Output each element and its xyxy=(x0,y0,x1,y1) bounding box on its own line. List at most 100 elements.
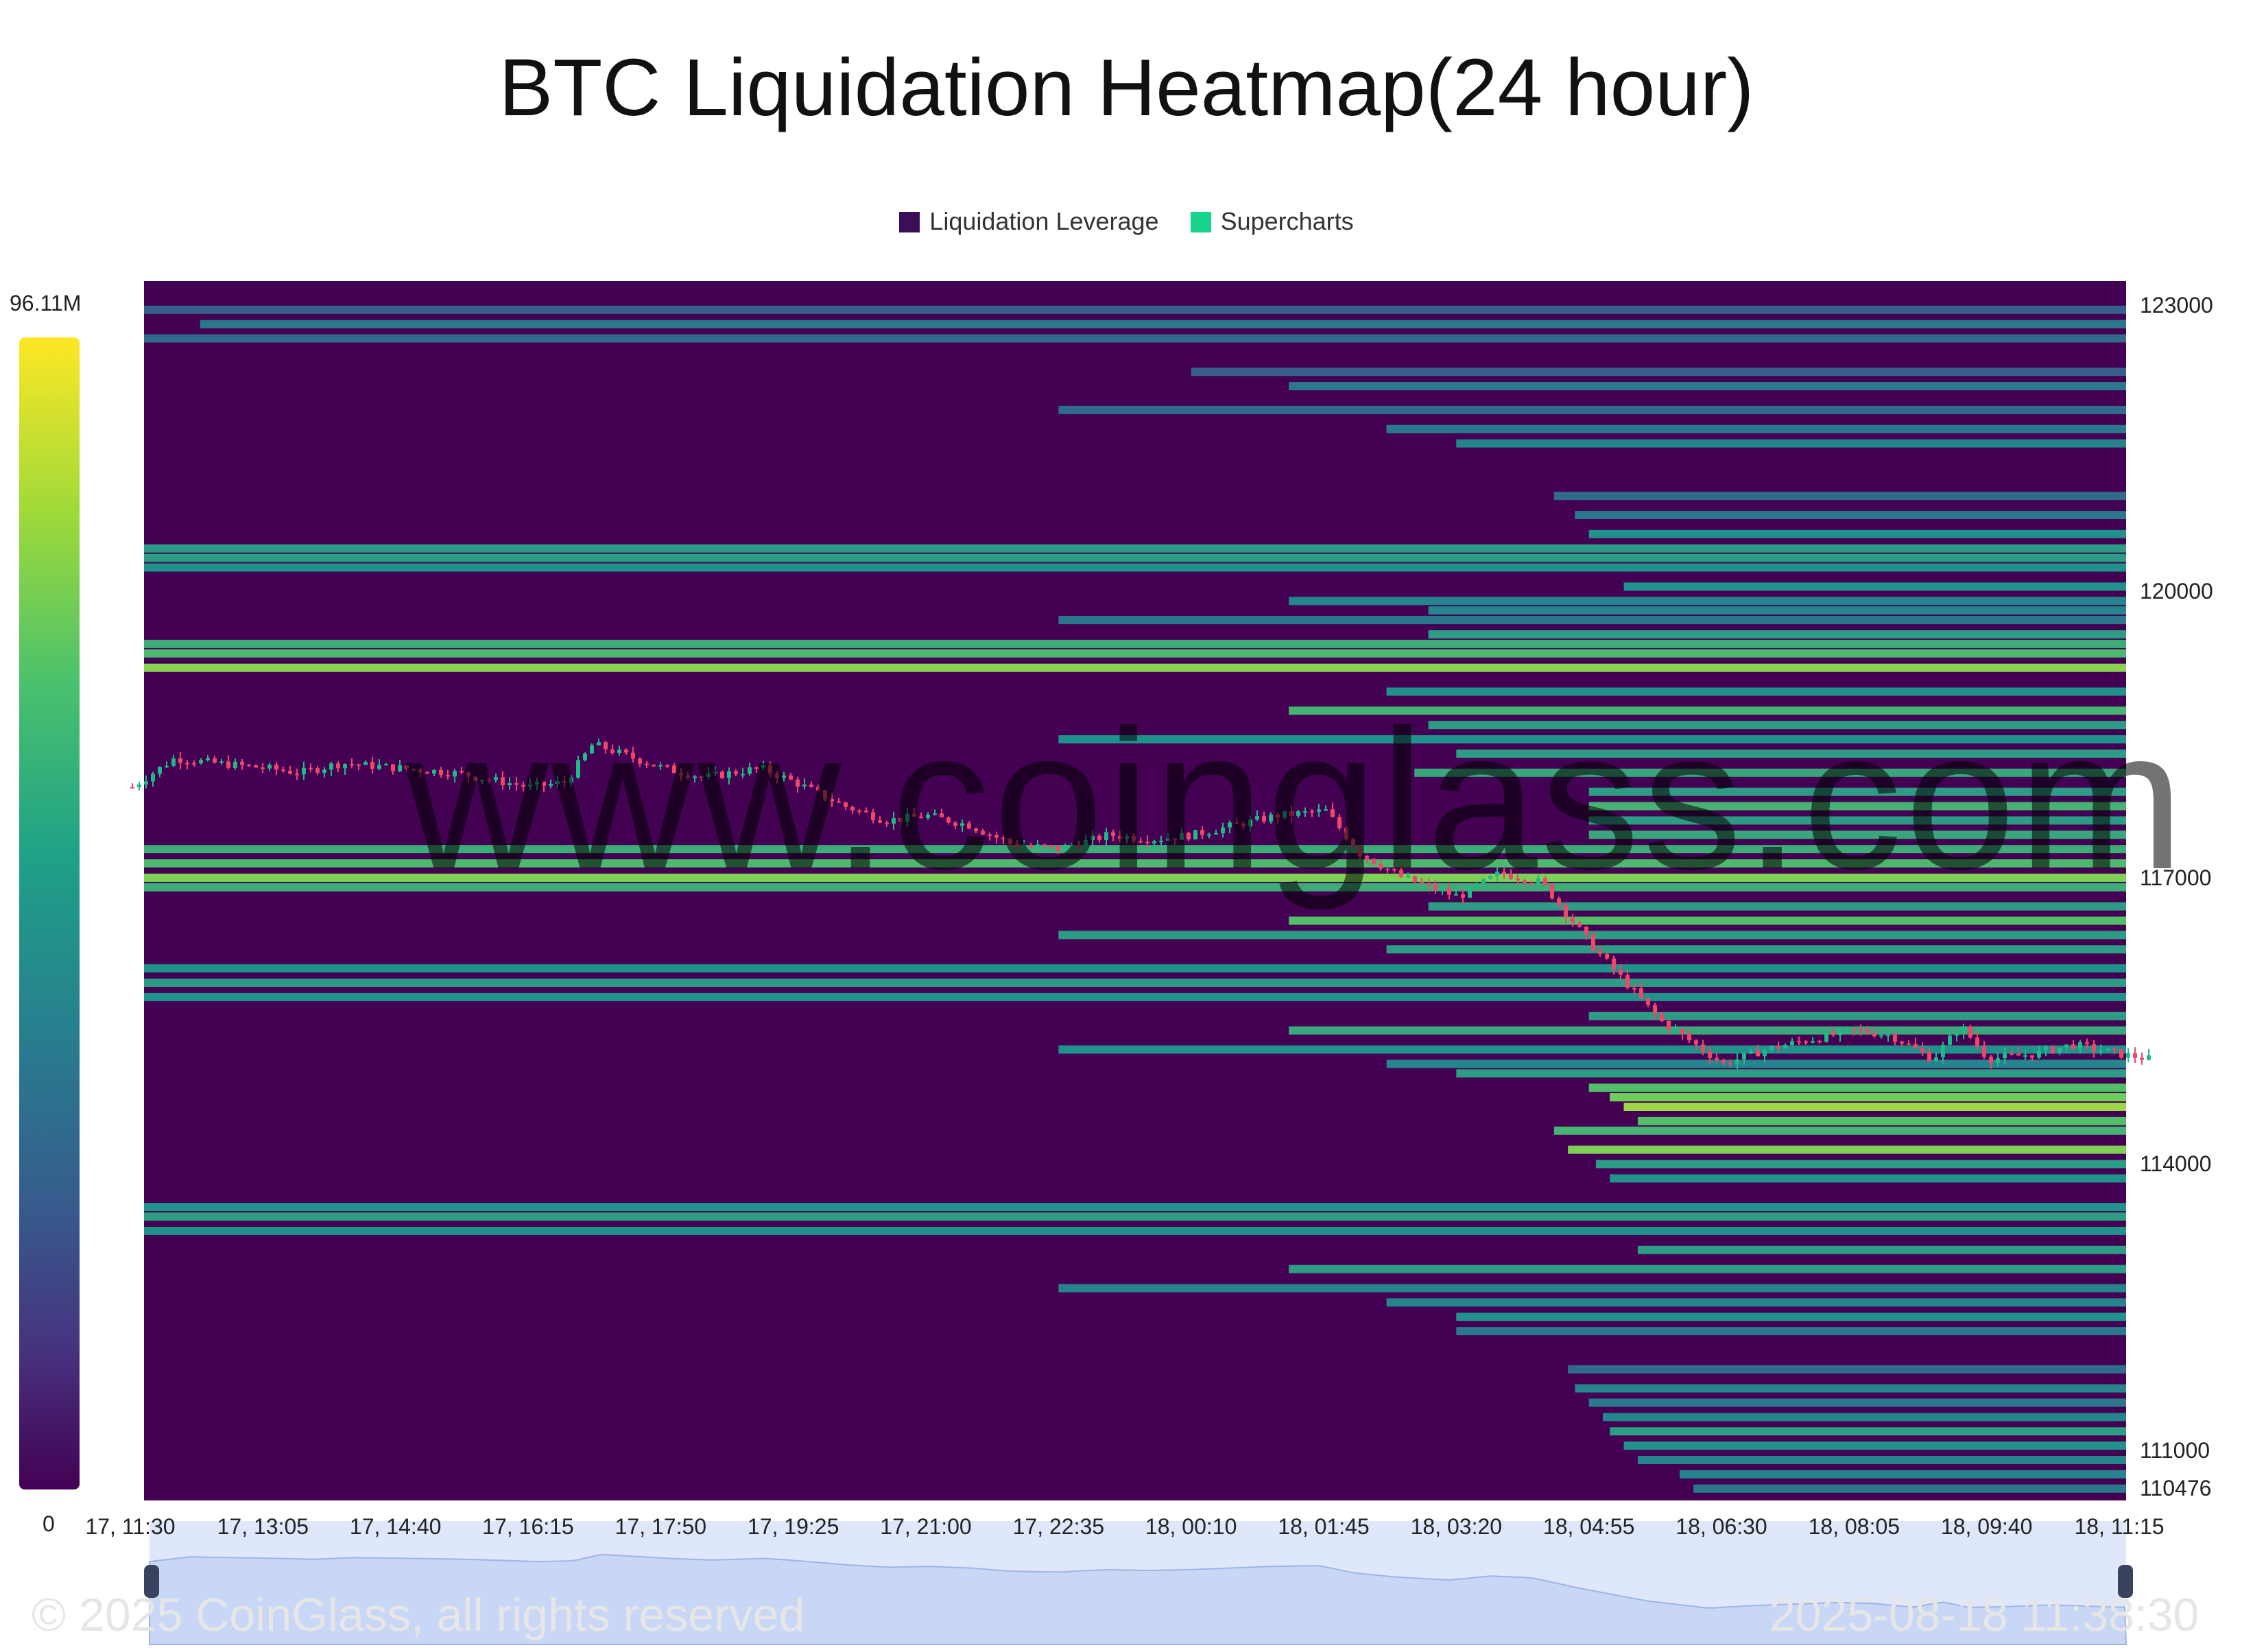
candle xyxy=(809,785,813,787)
candle xyxy=(2010,1053,2014,1055)
liquidation-band xyxy=(144,845,2126,854)
candle xyxy=(1036,844,1040,846)
candle xyxy=(789,775,793,780)
liquidation-band xyxy=(1428,902,2126,911)
candle xyxy=(741,774,745,776)
candle xyxy=(2112,1049,2117,1051)
candle xyxy=(1660,1014,1664,1021)
time-range-slider[interactable] xyxy=(144,1521,2133,1645)
candle xyxy=(665,765,669,767)
liquidation-band xyxy=(144,992,2126,1001)
candle xyxy=(946,817,951,823)
candle xyxy=(1955,1033,1959,1036)
x-tick-label: 18, 03:20 xyxy=(1410,1514,1503,1539)
candle xyxy=(1502,872,1506,874)
legend-swatch xyxy=(899,212,920,233)
liquidation-band xyxy=(1610,1174,2126,1183)
candle xyxy=(706,773,711,777)
liquidation-band xyxy=(1588,816,2126,825)
candle xyxy=(837,801,841,803)
candle xyxy=(768,765,772,774)
candle xyxy=(2071,1044,2075,1049)
candle xyxy=(1865,1029,1870,1033)
candle xyxy=(302,767,306,775)
liquidation-band xyxy=(1623,1441,2126,1450)
x-tick-label: 18, 06:30 xyxy=(1676,1514,1767,1539)
liquidation-band xyxy=(1456,1313,2126,1321)
candle xyxy=(1187,833,1191,840)
liquidation-bands xyxy=(144,305,2126,1493)
candle xyxy=(713,771,717,774)
candle xyxy=(1008,839,1012,844)
candle xyxy=(1365,856,1369,859)
candle xyxy=(1406,876,1410,878)
slider-handle-right[interactable] xyxy=(2118,1565,2133,1598)
candle xyxy=(247,765,251,767)
y-tick-label: 114000 xyxy=(2140,1151,2212,1177)
candle xyxy=(562,781,567,783)
legend-item-liquidation-leverage[interactable]: Liquidation Leverage xyxy=(899,207,1159,236)
candle xyxy=(1742,1053,1746,1060)
candle xyxy=(1077,846,1081,848)
candle xyxy=(165,765,169,767)
candle xyxy=(1351,839,1355,847)
liquidation-band xyxy=(1610,1427,2126,1436)
candle xyxy=(1139,841,1143,843)
x-tick-label: 18, 01:45 xyxy=(1278,1514,1370,1539)
candle xyxy=(2044,1046,2048,1051)
liquidation-band xyxy=(1289,916,2126,925)
candle xyxy=(926,814,930,818)
candle xyxy=(1049,846,1053,848)
liquidation-band xyxy=(1693,1484,2126,1493)
candle xyxy=(638,758,642,764)
candle xyxy=(1235,822,1239,824)
candle xyxy=(453,771,457,777)
liquidation-band xyxy=(144,964,2126,973)
candle xyxy=(219,761,224,763)
candle xyxy=(1797,1041,1801,1043)
x-tick-label: 17, 19:25 xyxy=(747,1514,839,1539)
candle xyxy=(460,771,464,773)
candle xyxy=(1687,1033,1691,1041)
candle xyxy=(1879,1035,1883,1037)
candle xyxy=(1255,816,1259,820)
candle xyxy=(720,771,724,778)
candle xyxy=(1776,1046,1780,1049)
candle xyxy=(974,828,978,831)
liquidation-band xyxy=(1058,1045,2126,1054)
liquidation-band xyxy=(1575,511,2126,520)
candle xyxy=(844,802,848,807)
liquidation-band xyxy=(1058,616,2126,625)
candle xyxy=(1399,870,1403,877)
y-tick-label: 110476 xyxy=(2140,1476,2212,1500)
chart-title: BTC Liquidation Heatmap(24 hour) xyxy=(499,43,1754,133)
liquidation-band xyxy=(1623,582,2126,591)
candle xyxy=(2085,1042,2089,1044)
candle xyxy=(994,835,999,838)
slider-handle-left[interactable] xyxy=(144,1565,159,1598)
candle xyxy=(1001,837,1005,839)
candle xyxy=(1852,1029,1856,1031)
candle xyxy=(1680,1029,1684,1034)
candle xyxy=(1132,836,1136,841)
candle xyxy=(1646,998,1650,1005)
liquidation-band xyxy=(1637,1116,2126,1125)
liquidation-band xyxy=(1588,1084,2126,1092)
y-tick-label: 123000 xyxy=(2140,292,2213,318)
candle xyxy=(576,760,580,778)
candle xyxy=(631,752,635,759)
y-tick-label: 111000 xyxy=(2140,1438,2210,1463)
candle xyxy=(1228,822,1232,828)
candle xyxy=(1831,1032,1835,1036)
x-tick-label: 17, 13:05 xyxy=(217,1514,309,1539)
candle xyxy=(1070,846,1074,848)
candle xyxy=(1838,1029,1842,1036)
candle xyxy=(343,764,347,769)
liquidation-band xyxy=(1588,802,2126,811)
candle xyxy=(2140,1057,2144,1060)
candle xyxy=(2037,1050,2041,1058)
candle xyxy=(1214,833,1218,835)
legend-item-supercharts[interactable]: Supercharts xyxy=(1190,207,1354,236)
candle xyxy=(1872,1033,1876,1037)
